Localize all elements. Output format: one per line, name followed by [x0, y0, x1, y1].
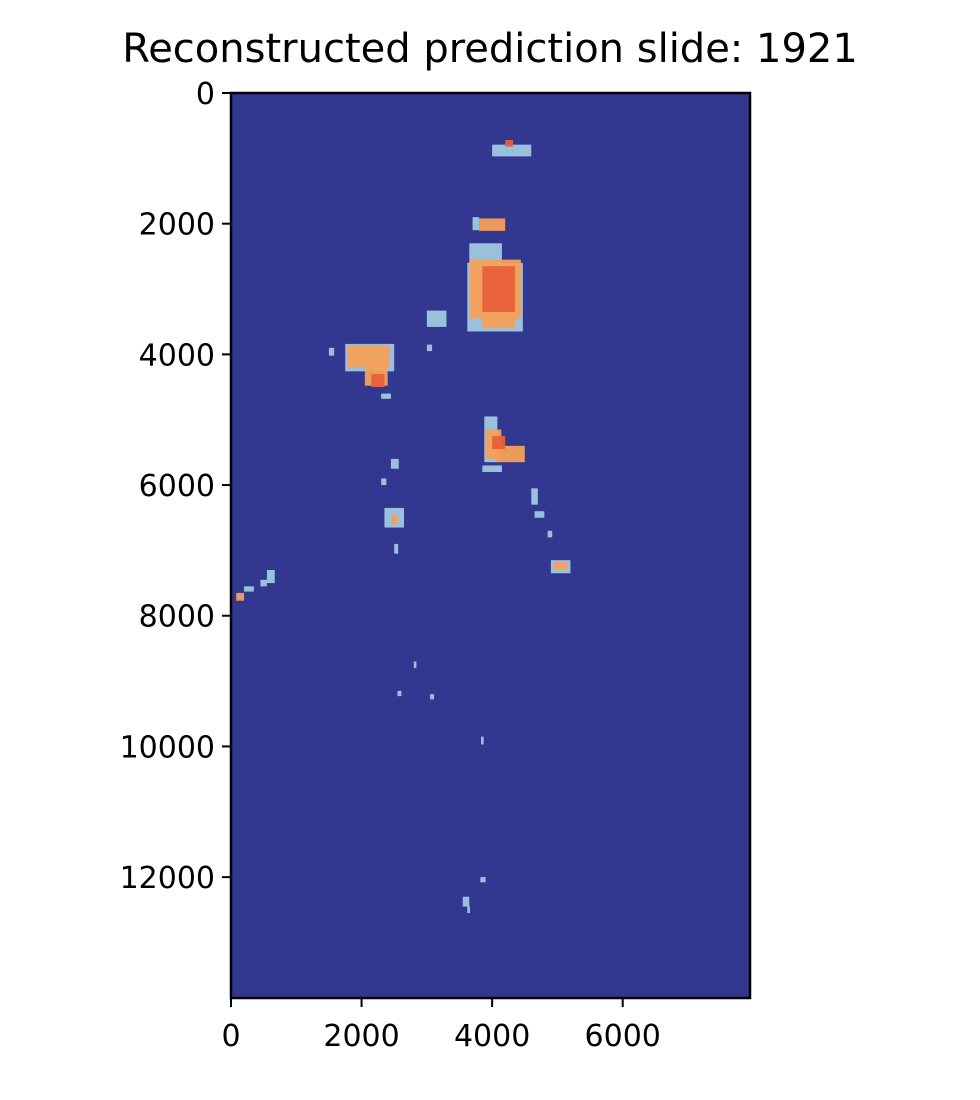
heatmap-cell	[413, 661, 417, 669]
heatmap-cell	[547, 530, 553, 538]
axes-frame	[229, 91, 752, 1000]
heatmap-cell	[371, 373, 385, 388]
heatmap-cell	[430, 694, 435, 700]
heatmap-cell	[495, 445, 525, 463]
x-tick-label: 0	[221, 1019, 240, 1054]
heatmap-cell	[381, 478, 387, 486]
chart-title: Reconstructed prediction slide: 1921	[122, 26, 858, 72]
heatmap-cell	[390, 458, 399, 469]
y-tick-label: 2000	[139, 208, 215, 243]
x-axis: 0 2000 4000 6000	[221, 998, 661, 1054]
heatmap-cell	[492, 144, 532, 157]
heatmap-cell	[397, 690, 402, 697]
y-tick-label: 12000	[120, 861, 215, 896]
y-tick-label: 8000	[139, 600, 215, 635]
y-tick-label: 6000	[139, 469, 215, 504]
y-tick-label: 10000	[120, 730, 215, 765]
heatmap-cell	[534, 511, 545, 518]
heatmap-cell	[479, 218, 506, 231]
y-tick-label: 0	[196, 77, 215, 112]
heatmap-cell	[260, 579, 267, 587]
heatmap-cell	[381, 393, 391, 399]
heatmap-cell	[462, 896, 470, 907]
heatmap-cell	[482, 465, 502, 472]
heatmap-cell	[472, 217, 480, 231]
heatmap-cell	[505, 140, 514, 147]
y-axis: 0 2000 4000 6000 8000 10000 12000	[120, 77, 231, 896]
heatmap-cell	[480, 877, 486, 883]
heatmap-cell	[467, 906, 470, 914]
heatmap-cell	[244, 586, 254, 592]
x-tick-label: 6000	[585, 1019, 661, 1054]
heatmap-cell	[390, 514, 398, 525]
y-tick-label: 4000	[139, 338, 215, 373]
heatmap-cell	[531, 488, 538, 505]
heatmap-cell	[481, 736, 484, 745]
heatmap-cell	[482, 266, 515, 312]
heatmap-cell	[266, 570, 275, 584]
heatmap-image	[231, 93, 750, 998]
heatmap-cell	[394, 543, 399, 554]
x-tick-label: 2000	[323, 1019, 399, 1054]
heatmap-cell	[482, 315, 515, 329]
heatmap-cell	[328, 347, 335, 356]
x-tick-label: 4000	[454, 1019, 530, 1054]
heatmap-cell	[236, 592, 245, 601]
heatmap-cell	[426, 344, 433, 352]
heatmap-cell	[426, 310, 447, 327]
heatmap-cell	[554, 562, 568, 570]
heatmap-cell	[492, 436, 506, 450]
